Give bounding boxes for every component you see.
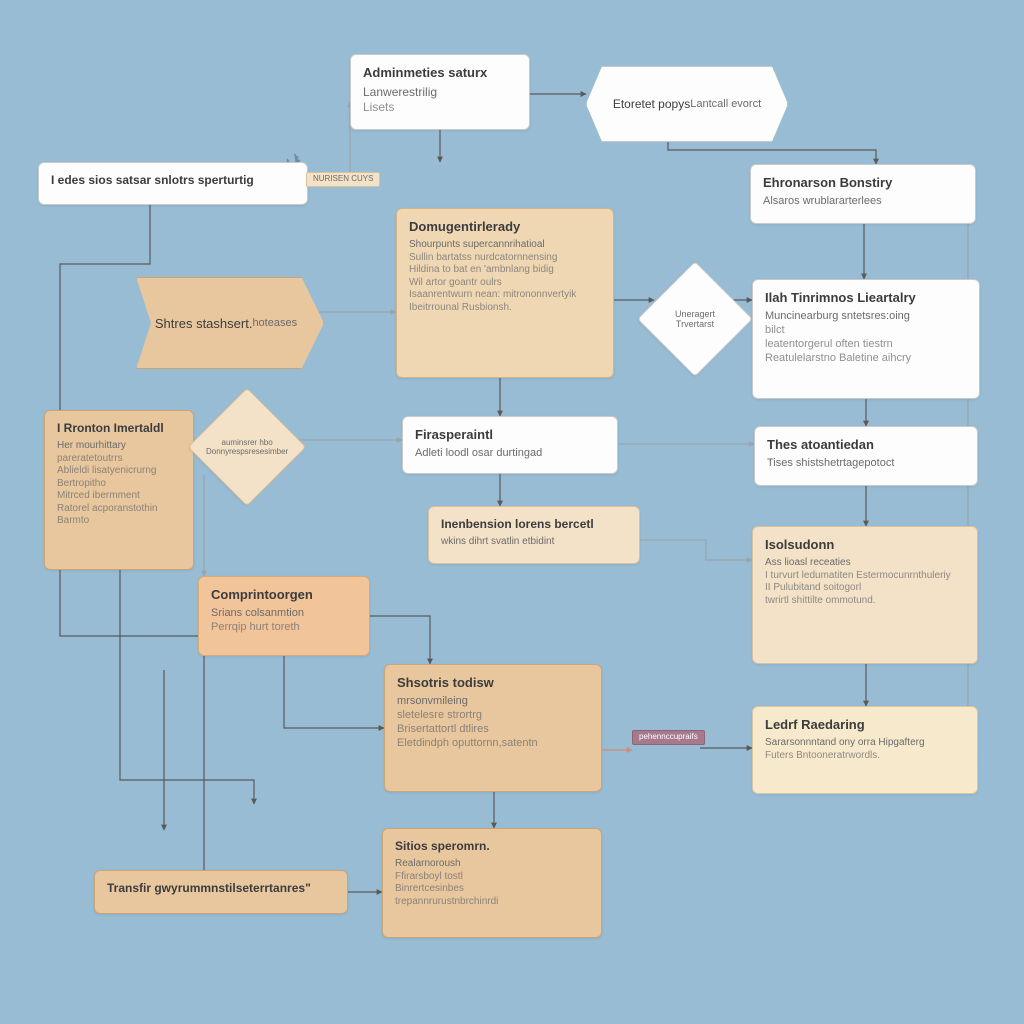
- node-nE: Domugentirlerady Shourpunts supercannriha…: [396, 208, 614, 378]
- node-line: Ablieldi lisatyenicrurng: [57, 465, 181, 478]
- node-nM: Comprintoorgen Srians colsanmtionPerrqip …: [198, 576, 370, 656]
- node-title: I edes sios satsar snlotrs sperturtig: [51, 173, 295, 188]
- node-nF: Shtres stashsert.hoteases: [136, 277, 324, 369]
- node-line: pareratetoutrrs: [57, 453, 181, 466]
- node-line: Lisets: [363, 100, 517, 115]
- node-line: twrirtl shittilte ommotund.: [765, 595, 965, 608]
- node-line: mrsonvmileing: [397, 695, 589, 709]
- node-nH: I Rronton Imertaldl Her mourhittaryparera…: [44, 410, 194, 570]
- node-line: Binrertcesinbes: [395, 883, 589, 896]
- node-title: I Rronton Imertaldl: [57, 421, 181, 436]
- node-nK: Inenbension lorens bercetl wkins dihrt sv…: [428, 506, 640, 564]
- node-line: Eletdindph oputtornn,satentn: [397, 737, 589, 751]
- node-title: Sitios speromrn.: [395, 839, 589, 854]
- node-line: Realarnoroush: [395, 858, 589, 871]
- node-line: Reatulelarstno Baletine aihcry: [765, 352, 967, 366]
- node-title: Shsotris todisw: [397, 675, 589, 691]
- tiny-label-t1: NURISEN CUYS: [306, 172, 380, 187]
- node-title: Shtres stashsert.: [155, 316, 253, 331]
- node-line: Perrqip hurt toreth: [211, 621, 357, 635]
- diamond-label: UneragertTrvertarst: [675, 309, 715, 329]
- tiny-label-t2: pehennccupraifs: [632, 730, 705, 745]
- node-title: Comprintoorgen: [211, 587, 357, 603]
- node-line: hoteases: [252, 317, 297, 329]
- node-line: Wil artor goantr oulrs: [409, 277, 601, 290]
- node-line: trepannrurustnbrchinrdi: [395, 896, 589, 909]
- node-line: sletelesre strortrg: [397, 709, 589, 723]
- node-line: Mitrced ibermment: [57, 490, 181, 503]
- node-line: Hildina to bat en 'ambnlang bidig: [409, 264, 601, 277]
- node-line: Bertropitho: [57, 478, 181, 491]
- diamond-d1: auminsrer hboDonnyrespsresesimber: [188, 388, 307, 507]
- node-line: Barmto: [57, 515, 181, 528]
- node-line: Isaanrentwurn nean: mitrononnvertyik: [409, 289, 601, 302]
- node-nQ: Transfir gwyrummnstilseterrtanres": [94, 870, 348, 914]
- node-line: Tises shistshetrtagepotoct: [767, 457, 965, 471]
- node-title: Adminmeties saturx: [363, 65, 517, 81]
- node-line: II Pulubitand soitogorl: [765, 582, 965, 595]
- node-nB: Etoretet popysLantcall evorct: [586, 66, 788, 142]
- node-line: bilct: [765, 324, 967, 338]
- node-nP: Sitios speromrn. RealarnoroushFfirarsboyl…: [382, 828, 602, 938]
- node-title: Etoretet popys: [613, 97, 690, 111]
- node-title: Isolsudonn: [765, 537, 965, 553]
- node-title: Domugentirlerady: [409, 219, 601, 235]
- node-nO: Ledrf Raedaring Sararsonnntand ony orra H…: [752, 706, 978, 794]
- node-line: Ass lioasl receaties: [765, 557, 965, 570]
- node-line: Srians colsanmtion: [211, 607, 357, 621]
- node-line: I turvurt ledumatiten Estermocunrnthuler…: [765, 570, 965, 583]
- node-line: Ratorel acporanstothin: [57, 503, 181, 516]
- node-title: Ledrf Raedaring: [765, 717, 965, 733]
- node-line: Lanwerestrilig: [363, 85, 517, 100]
- node-line: Ibeitrrounal Rusbionsh.: [409, 302, 601, 315]
- node-line: Muncinearburg sntetsres:oing: [765, 310, 967, 324]
- node-title: Ehronarson Bonstiry: [763, 175, 963, 191]
- node-nG: Ilah Tinrimnos Lieartalry Muncinearburg s…: [752, 279, 980, 399]
- node-nI: Firasperaintl Adleti loodl osar durtingad: [402, 416, 618, 474]
- node-line: Futers Bntooneratrwordls.: [765, 750, 965, 763]
- node-line: Shourpunts supercannrihatioal: [409, 239, 601, 252]
- node-line: Adleti loodl osar durtingad: [415, 447, 605, 461]
- node-line: Sullin bartatss nurdcatornnensing: [409, 252, 601, 265]
- node-line: Her mourhittary: [57, 440, 181, 453]
- node-nA: Adminmeties saturx LanwerestriligLisets: [350, 54, 530, 130]
- node-line: Lantcall evorct: [690, 98, 761, 110]
- node-title: Inenbension lorens bercetl: [441, 517, 627, 532]
- diamond-d2: UneragertTrvertarst: [637, 261, 753, 377]
- node-title: Transfir gwyrummnstilseterrtanres": [107, 881, 335, 896]
- node-nL: Isolsudonn Ass lioasl receatiesI turvurt …: [752, 526, 978, 664]
- node-line: Sararsonnntand ony orra Hipgafterg: [765, 737, 965, 750]
- node-line: leatentorgerul often tiestrn: [765, 338, 967, 352]
- node-nN: Shsotris todisw mrsonvmileingsletelesre s…: [384, 664, 602, 792]
- node-nC: I edes sios satsar snlotrs sperturtig: [38, 162, 308, 205]
- node-line: Ffirarsboyl tostl: [395, 871, 589, 884]
- node-line: Brisertattortl dtlires: [397, 723, 589, 737]
- node-title: Ilah Tinrimnos Lieartalry: [765, 290, 967, 306]
- node-nD: Ehronarson Bonstiry Alsaros wrublararterl…: [750, 164, 976, 224]
- node-title: Thes atoantiedan: [767, 437, 965, 453]
- node-line: wkins dihrt svatlin etbidint: [441, 536, 627, 549]
- node-title: Firasperaintl: [415, 427, 605, 443]
- diamond-label: auminsrer hboDonnyrespsresesimber: [206, 438, 288, 456]
- node-line: Alsaros wrublararterlees: [763, 195, 963, 209]
- node-nJ: Thes atoantiedan Tises shistshetrtagepoto…: [754, 426, 978, 486]
